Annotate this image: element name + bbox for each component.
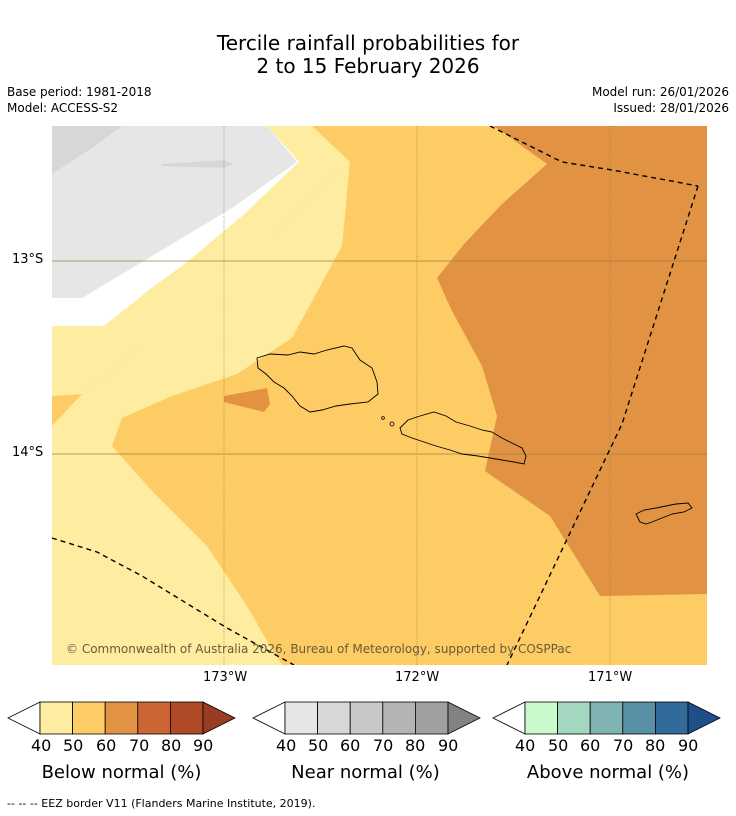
cb-below-tick-90: 90 (193, 736, 214, 755)
colorbar-near (252, 701, 481, 735)
map-title-line1: Tercile rainfall probabilities for (216, 31, 520, 55)
region-below-60-70-patch (224, 388, 270, 412)
colorbar-2-bin-5 (654, 701, 689, 735)
colorbar-0-bin-3 (104, 701, 139, 735)
cb-near-tick-60: 60 (340, 736, 361, 755)
colorbar-2-bin-4 (622, 701, 656, 735)
cb-below-tick-60: 60 (96, 736, 117, 755)
island-savaii (256, 345, 379, 413)
map-title-line2: 2 to 15 February 2026 (256, 54, 480, 78)
cb-below-tick-70: 70 (129, 736, 150, 755)
colorbar-2-over (687, 701, 721, 735)
region-near-inner (52, 126, 122, 174)
cb-below-tick-80: 80 (161, 736, 182, 755)
cb-below-title: Below normal (%) (41, 762, 202, 783)
colorbar-1-over (447, 701, 481, 735)
cb-above-tick-90: 90 (678, 736, 699, 755)
cb-above-title: Above normal (%) (526, 762, 690, 783)
cb-below-tick-50: 50 (63, 736, 84, 755)
colorbar-1-bin-3 (349, 701, 384, 735)
model-name: Model: ACCESS-S2 (7, 101, 119, 115)
island-apolima (389, 421, 395, 427)
colorbar-1-under (252, 701, 286, 735)
region-near-40-50 (52, 126, 297, 298)
lon-label-171w: 171°W (588, 670, 633, 685)
cb-below-tick-40: 40 (31, 736, 52, 755)
colorbar-2-bin-1 (524, 701, 558, 735)
colorbar-0-bin-1 (39, 701, 73, 735)
map-panel: © Commonwealth of Australia 2026, Bureau… (52, 126, 707, 665)
base-period: Base period: 1981-2018 (7, 85, 152, 99)
cb-above-tick-40: 40 (515, 736, 536, 755)
colorbar-0-bin-5 (169, 701, 204, 735)
colorbar-1-bin-2 (317, 701, 351, 735)
cb-above-tick-70: 70 (613, 736, 634, 755)
region-near-sliver (162, 160, 234, 168)
colorbar-2-under (492, 701, 526, 735)
colorbar-0-bin-2 (72, 701, 106, 735)
island-tutuila (635, 502, 693, 525)
lon-label-173w: 173°W (203, 670, 248, 685)
colorbar-1-bin-5 (414, 701, 449, 735)
cb-near-tick-70: 70 (373, 736, 394, 755)
colorbar-above (492, 701, 721, 735)
cb-near-tick-90: 90 (438, 736, 459, 755)
cb-above-tick-80: 80 (645, 736, 666, 755)
colorbar-1-bin-1 (284, 701, 318, 735)
colorbar-group (7, 701, 721, 735)
eez-border-southwest (52, 537, 295, 665)
eez-legend-note: -- -- -- EEZ border V11 (Flanders Marine… (7, 797, 316, 810)
cb-above-tick-50: 50 (548, 736, 569, 755)
colorbar-below (7, 701, 236, 735)
cb-near-tick-80: 80 (405, 736, 426, 755)
issued-date: Issued: 28/01/2026 (613, 101, 729, 115)
region-below-60-70 (437, 126, 707, 596)
cb-near-title: Near normal (%) (291, 762, 440, 783)
lon-label-172w: 172°W (395, 670, 440, 685)
colorbar-0-bin-4 (137, 701, 171, 735)
colorbar-2-bin-3 (589, 701, 624, 735)
colorbar-1-bin-4 (382, 701, 416, 735)
cb-above-tick-60: 60 (580, 736, 601, 755)
cb-near-tick-40: 40 (276, 736, 297, 755)
copyright-text: © Commonwealth of Australia 2026, Bureau… (66, 642, 571, 656)
colorbar-0-under (7, 701, 41, 735)
eez-border-north (489, 126, 699, 187)
model-run: Model run: 26/01/2026 (591, 85, 729, 99)
cb-near-tick-50: 50 (308, 736, 329, 755)
lat-label-14s: 14°S (12, 445, 44, 460)
gridlines (52, 126, 707, 665)
lat-label-13s: 13°S (12, 252, 44, 267)
colorbar-0-over (202, 701, 236, 735)
eez-border-east (506, 185, 699, 665)
island-manono (381, 416, 385, 420)
colorbar-2-bin-2 (557, 701, 591, 735)
island-upolu (399, 411, 527, 465)
